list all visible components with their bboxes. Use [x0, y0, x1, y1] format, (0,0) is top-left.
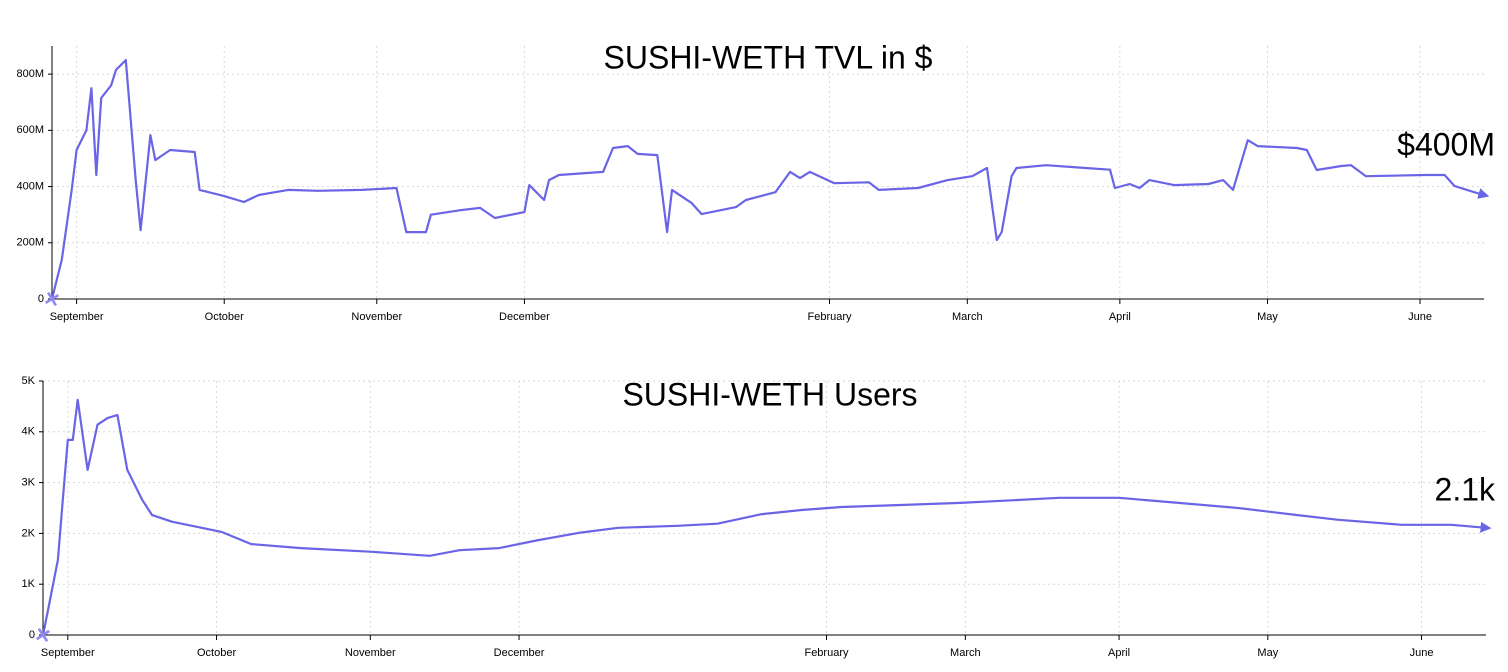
value-annotation: $400M: [1397, 126, 1495, 162]
x-tick-label: April: [1109, 311, 1131, 323]
x-tick-label: March: [952, 311, 983, 323]
y-tick-label: 400M: [16, 180, 44, 192]
line-series: [36, 398, 1492, 642]
x-tick-label: December: [494, 647, 545, 659]
y-tick-label: 5K: [22, 375, 36, 387]
y-tick-label: 1K: [22, 578, 36, 590]
x-tick-label: November: [351, 311, 402, 323]
x-tick-label: October: [197, 647, 236, 659]
chart-title: SUSHI-WETH Users: [622, 376, 917, 412]
x-tick-label: September: [41, 647, 95, 659]
x-tick-label: October: [205, 311, 244, 323]
x-tick-label: September: [50, 311, 104, 323]
x-tick-label: December: [499, 311, 550, 323]
y-tick-label: 200M: [16, 237, 44, 249]
line-series: [44, 59, 1490, 307]
x-tick-label: February: [807, 311, 852, 323]
y-tick-label: 0: [38, 293, 44, 305]
x-tick-label: April: [1108, 647, 1130, 659]
x-tick-label: February: [804, 647, 849, 659]
x-tick-label: March: [950, 647, 981, 659]
x-tick-label: June: [1408, 311, 1432, 323]
y-tick-label: 0: [29, 629, 35, 641]
x-tick-label: November: [345, 647, 396, 659]
x-tick-label: May: [1257, 647, 1278, 659]
y-tick-label: 2K: [22, 527, 36, 539]
y-tick-label: 4K: [22, 426, 36, 438]
y-tick-label: 3K: [22, 477, 36, 489]
x-tick-label: June: [1410, 647, 1434, 659]
value-annotation: 2.1k: [1435, 471, 1496, 507]
y-tick-label: 800M: [16, 68, 44, 80]
x-tick-label: May: [1257, 311, 1278, 323]
chart-title: SUSHI-WETH TVL in $: [604, 39, 933, 75]
y-tick-label: 600M: [16, 124, 44, 136]
